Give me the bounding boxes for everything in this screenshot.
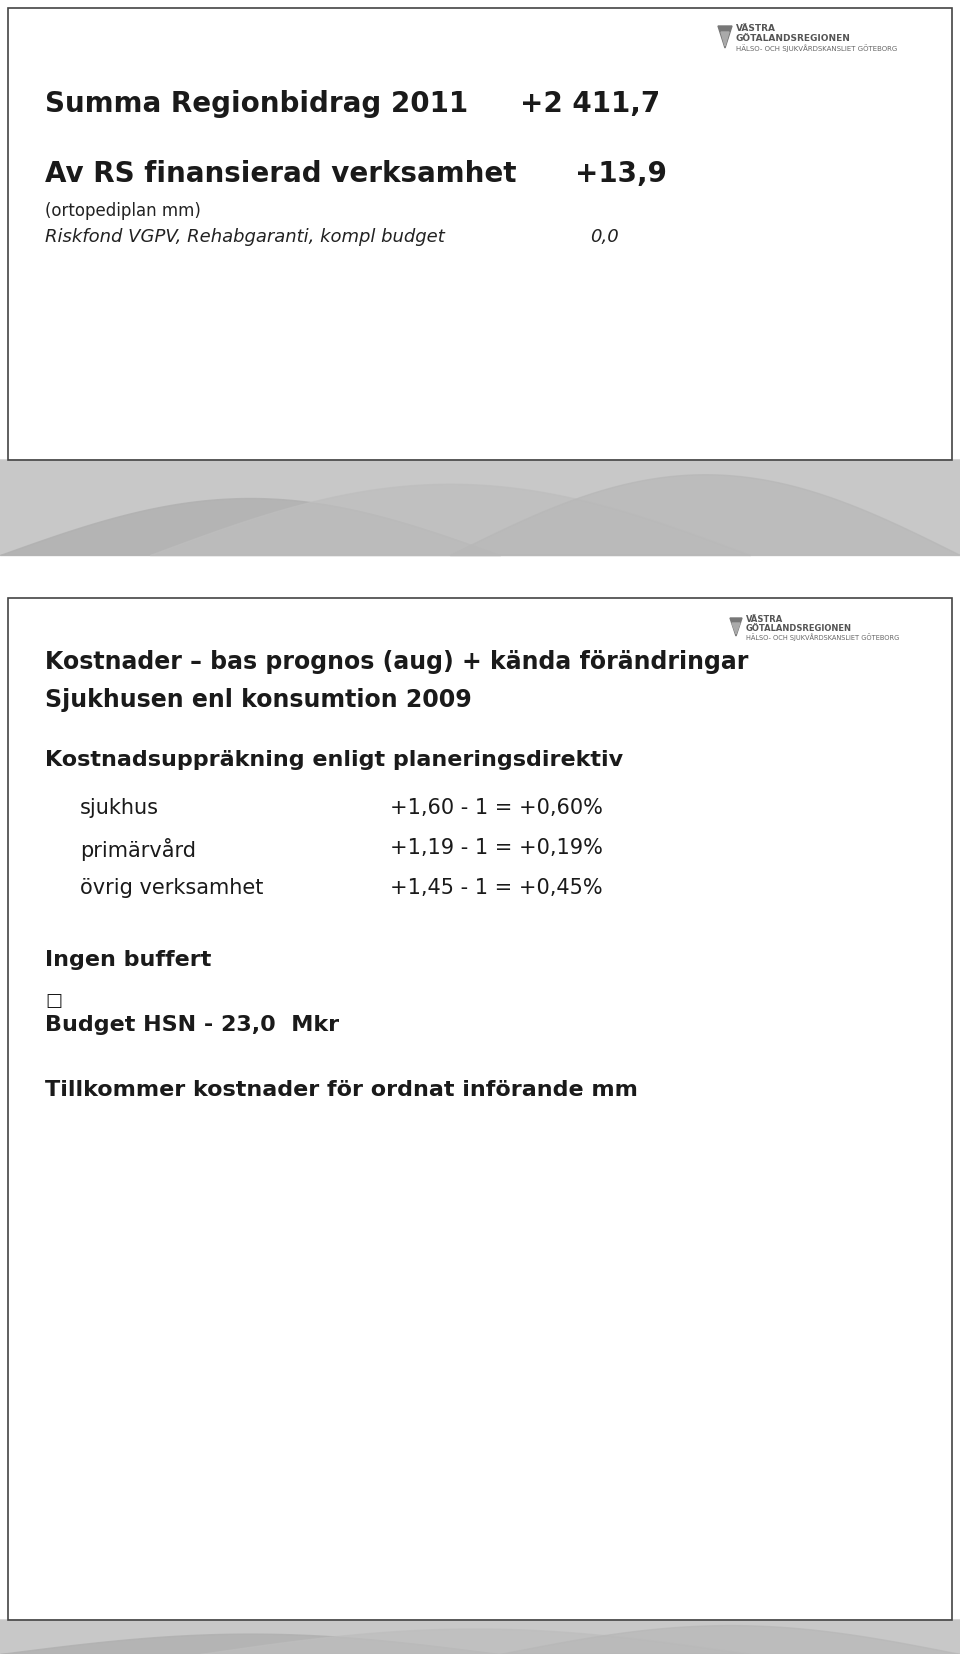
Text: HÄLSO- OCH SJUKVÅRDSKANSLIET GÖTEBORG: HÄLSO- OCH SJUKVÅRDSKANSLIET GÖTEBORG (736, 45, 898, 51)
Text: Summa Regionbidrag 2011: Summa Regionbidrag 2011 (45, 89, 468, 117)
Text: Riskfond VGPV, Rehabgaranti, kompl budget: Riskfond VGPV, Rehabgaranti, kompl budge… (45, 228, 444, 246)
Text: Budget HSN - 23,0  Mkr: Budget HSN - 23,0 Mkr (45, 1016, 339, 1035)
Text: övrig verksamhet: övrig verksamhet (80, 878, 263, 898)
Text: +1,60 - 1 = +0,60%: +1,60 - 1 = +0,60% (390, 797, 603, 819)
Text: GÖTALANDSREGIONEN: GÖTALANDSREGIONEN (736, 35, 851, 43)
Text: Kostnader – bas prognos (aug) + kända förändringar: Kostnader – bas prognos (aug) + kända fö… (45, 650, 749, 673)
Polygon shape (730, 619, 742, 637)
Text: +1,19 - 1 = +0,19%: +1,19 - 1 = +0,19% (390, 839, 603, 858)
Text: VÄSTRA: VÄSTRA (736, 25, 776, 33)
Text: Sjukhusen enl konsumtion 2009: Sjukhusen enl konsumtion 2009 (45, 688, 471, 711)
Text: Kostnadsuppräkning enligt planeringsdirektiv: Kostnadsuppräkning enligt planeringsdire… (45, 749, 623, 771)
Text: (ortopediplan mm): (ortopediplan mm) (45, 202, 201, 220)
Text: +2 411,7: +2 411,7 (520, 89, 660, 117)
Polygon shape (721, 31, 729, 46)
Text: Ingen buffert: Ingen buffert (45, 949, 211, 969)
Text: sjukhus: sjukhus (80, 797, 159, 819)
Text: VÄSTRA: VÄSTRA (746, 615, 783, 624)
Bar (8, 8, 952, 460)
Text: +13,9: +13,9 (575, 160, 667, 189)
Text: 0,0: 0,0 (590, 228, 619, 246)
Text: Av RS finansierad verksamhet: Av RS finansierad verksamhet (45, 160, 516, 189)
Bar (8, 599, 952, 1619)
Text: GÖTALANDSREGIONEN: GÖTALANDSREGIONEN (746, 624, 852, 633)
Polygon shape (718, 26, 732, 48)
Text: +1,45 - 1 = +0,45%: +1,45 - 1 = +0,45% (390, 878, 603, 898)
Polygon shape (732, 624, 740, 633)
Text: □: □ (45, 992, 62, 1011)
Text: HÄLSO- OCH SJUKVÅRDSKANSLIET GÖTEBORG: HÄLSO- OCH SJUKVÅRDSKANSLIET GÖTEBORG (746, 633, 900, 640)
Text: primärvård: primärvård (80, 839, 196, 862)
Text: Tillkommer kostnader för ordnat införande mm: Tillkommer kostnader för ordnat införand… (45, 1080, 637, 1100)
